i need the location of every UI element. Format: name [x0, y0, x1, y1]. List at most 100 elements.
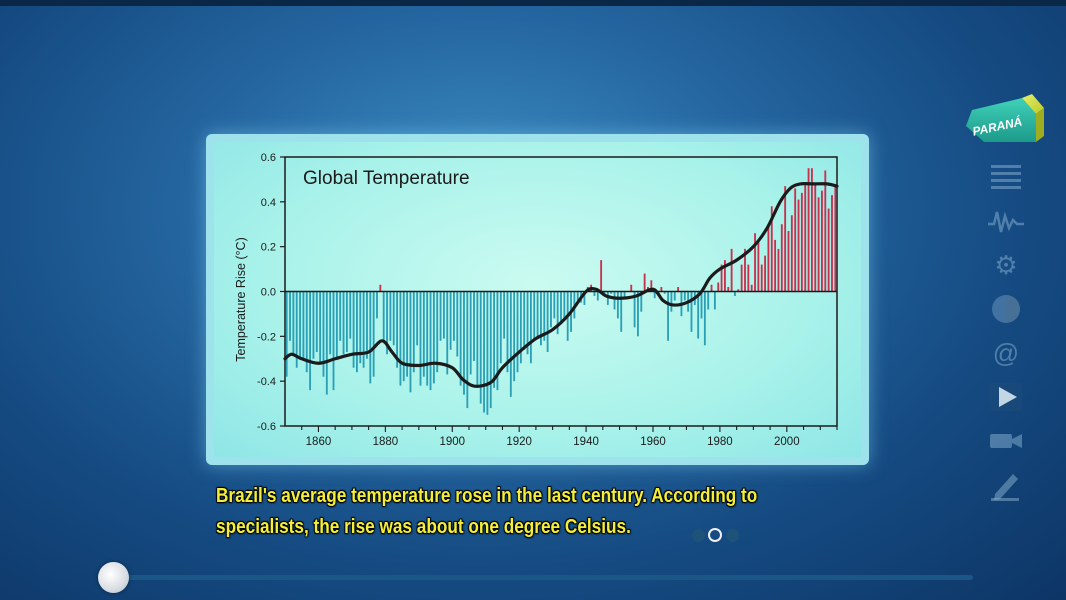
anomaly-bar-1889	[416, 291, 419, 346]
anomaly-bar-1884	[399, 291, 402, 386]
anomaly-bar-1893	[429, 291, 432, 391]
anomaly-bar-1924	[533, 291, 536, 339]
anomaly-bar-1871	[356, 291, 358, 373]
anomaly-bar-1977	[710, 284, 713, 292]
anomaly-bar-1953	[630, 284, 633, 292]
anomaly-bar-1906	[473, 291, 475, 361]
pagination-dot-1[interactable]	[692, 529, 705, 542]
anomaly-bar-1855	[302, 291, 305, 361]
anomaly-bar-1957	[643, 273, 646, 292]
anomaly-bar-1925	[536, 291, 539, 337]
anomaly-bar-2000	[787, 230, 790, 292]
anomaly-bar-2005	[804, 183, 807, 292]
anomaly-bar-1993	[764, 255, 766, 292]
top-bar	[0, 0, 1066, 6]
anomaly-bar-1910	[486, 291, 489, 415]
anomaly-bar-1948	[613, 291, 616, 310]
anomaly-bar-1987	[744, 248, 746, 292]
y-tick-label: 0.4	[261, 197, 276, 209]
anomaly-bar-1992	[760, 264, 763, 292]
anomaly-bar-1909	[483, 291, 485, 413]
anomaly-bar-1866	[339, 291, 342, 341]
anomaly-bar-1943	[596, 291, 599, 301]
anomaly-bar-2004	[800, 192, 803, 292]
anomaly-bar-1898	[446, 291, 449, 375]
play-icon[interactable]	[983, 378, 1029, 416]
anomaly-bar-1896	[439, 291, 442, 341]
anomaly-bar-1966	[673, 291, 676, 301]
anomaly-bar-1874	[366, 291, 368, 359]
y-tick-label: -0.2	[257, 331, 276, 343]
anomaly-bar-1911	[489, 291, 492, 409]
anomaly-bar-1883	[396, 291, 398, 368]
anomaly-bar-1947	[610, 291, 613, 294]
anomaly-bar-1962	[660, 287, 663, 292]
anomaly-bar-1887	[409, 291, 412, 393]
anomaly-bar-1876	[372, 291, 375, 377]
waveform-icon[interactable]	[983, 202, 1029, 240]
anomaly-bar-1960	[653, 291, 656, 299]
anomaly-bar-1978	[713, 291, 716, 310]
anomaly-bar-1931	[556, 291, 559, 335]
caption-line-1: Brazil's average temperature rose in the…	[216, 485, 758, 507]
caption-line-2: specialists, the rise was about one degr…	[216, 516, 631, 538]
anomaly-bar-1886	[406, 291, 409, 377]
progress-knob[interactable]	[98, 562, 129, 593]
anomaly-bar-1979	[717, 282, 720, 292]
anomaly-bar-1894	[432, 291, 435, 384]
anomaly-bar-1956	[640, 291, 643, 312]
anomaly-bar-1873	[362, 291, 365, 368]
x-tick-label: 1880	[373, 436, 399, 448]
pagination-dot-2[interactable]	[708, 528, 722, 542]
anomaly-bar-1982	[727, 287, 730, 292]
anomaly-bar-1867	[342, 291, 345, 355]
anomaly-bar-1881	[389, 291, 392, 341]
anomaly-bar-1998	[780, 224, 783, 292]
progress-track[interactable]	[113, 575, 973, 580]
anomaly-bar-1861	[322, 291, 325, 377]
anomaly-bar-1955	[637, 291, 639, 337]
anomaly-bar-2006	[807, 168, 810, 292]
anomaly-bar-1878	[379, 284, 382, 292]
chart-title: Global Temperature	[303, 168, 470, 189]
anomaly-bar-1944	[600, 260, 603, 292]
anomaly-bar-1933	[563, 291, 566, 319]
anomaly-bar-1994	[767, 226, 770, 292]
pagination-dot-3[interactable]	[726, 529, 739, 542]
at-sign-icon[interactable]: @	[992, 337, 1020, 368]
x-tick-label: 1960	[640, 436, 666, 448]
globe-icon[interactable]	[983, 290, 1029, 328]
anomaly-bar-1922	[526, 291, 529, 355]
anomaly-bar-1967	[677, 287, 680, 292]
anomaly-bar-1870	[352, 291, 355, 368]
anomaly-bar-1954	[633, 291, 636, 328]
anomaly-bar-1879	[382, 291, 385, 341]
anomaly-bar-1986	[740, 264, 743, 292]
pencil-icon[interactable]	[983, 466, 1029, 504]
anomaly-bar-1930	[553, 291, 556, 319]
anomaly-bar-1942	[593, 291, 596, 296]
camera-icon[interactable]	[983, 422, 1029, 460]
anomaly-bar-2013	[831, 195, 833, 292]
list-icon[interactable]	[983, 158, 1029, 196]
anomaly-bar-1897	[442, 291, 445, 339]
anomaly-bar-1965	[670, 291, 673, 312]
y-tick-label: -0.4	[257, 376, 276, 388]
anomaly-bar-1885	[402, 291, 405, 382]
anomaly-bar-1980	[720, 264, 723, 292]
anomaly-bar-1923	[529, 291, 532, 364]
anomaly-bar-1919	[516, 291, 519, 373]
anomaly-bar-1999	[784, 186, 787, 292]
anomaly-bar-1976	[707, 291, 710, 310]
anomaly-bar-1971	[690, 291, 693, 332]
anomaly-bar-1890	[419, 291, 422, 386]
anomaly-bar-2012	[827, 208, 830, 292]
anomaly-bar-1862	[325, 291, 328, 395]
anomaly-bar-1851	[289, 291, 291, 341]
anomaly-bar-1916	[506, 291, 509, 373]
anomaly-bar-1926	[540, 291, 542, 346]
gear-icon[interactable]: ⚙	[994, 249, 1018, 280]
anomaly-bar-1853	[295, 291, 298, 368]
anomaly-bar-1850	[285, 291, 288, 377]
y-tick-label: 0.0	[261, 287, 276, 299]
